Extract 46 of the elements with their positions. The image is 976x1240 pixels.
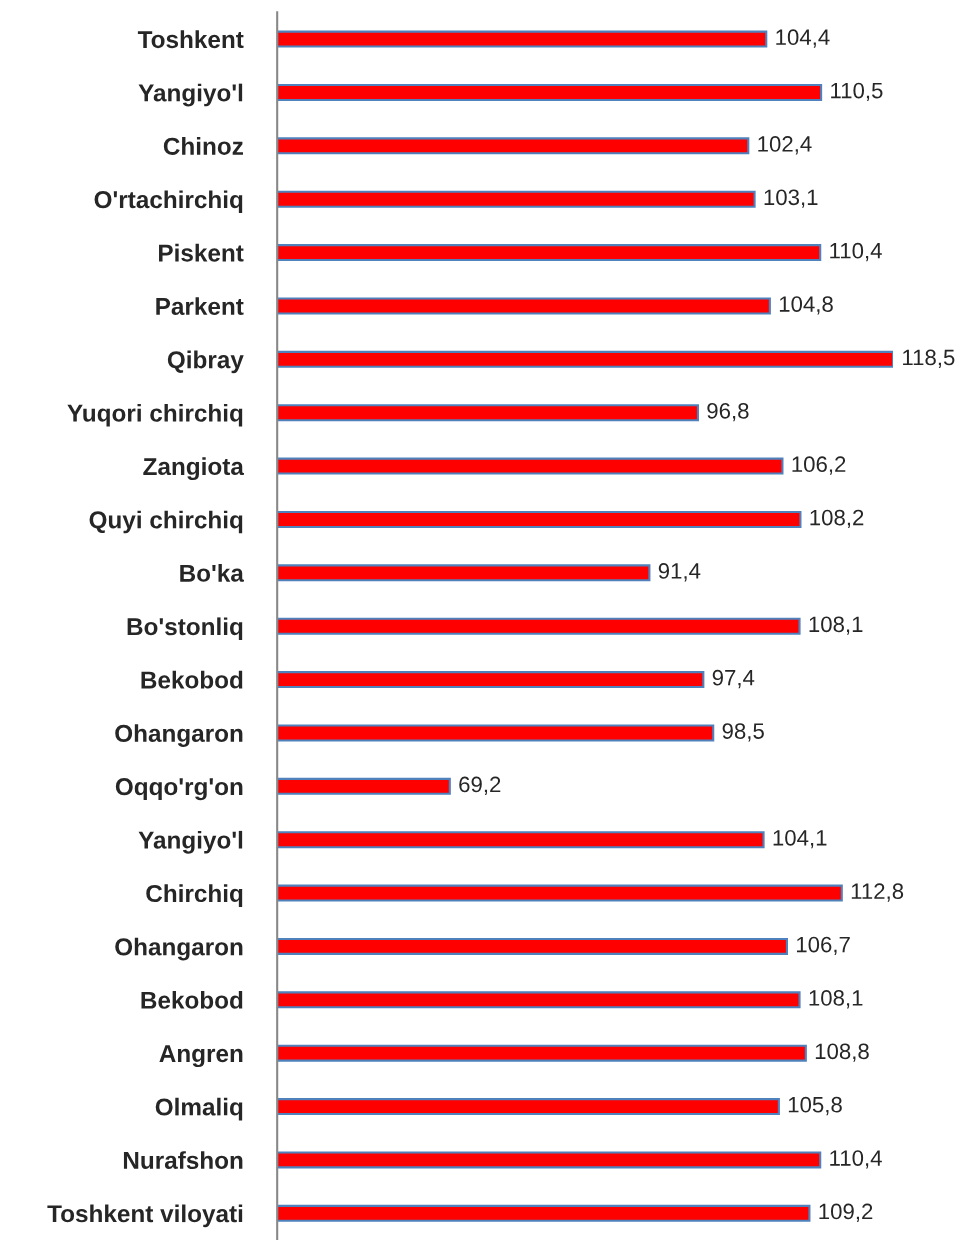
data-label: 110,4 [830, 242, 882, 262]
y-tick-label: Angren [159, 1045, 243, 1068]
data-label: 110,5 [831, 82, 883, 102]
y-tick-label: Parkent [156, 297, 244, 315]
y-tick-label: Yangiyo'l [138, 830, 243, 854]
y-tick-label: Ohangaron [115, 724, 243, 747]
data-label: 104,1 [773, 829, 827, 849]
y-tick-label: Zangiota [143, 457, 245, 481]
y-tick-label: Toshkent [137, 30, 244, 49]
y-tick-label: Toshkent viloyati [47, 1204, 243, 1228]
data-label: 104,8 [779, 296, 833, 315]
data-label: 91,4 [658, 563, 701, 582]
y-tick-label: Bo'ka [180, 564, 245, 582]
data-label: 104,4 [776, 29, 830, 48]
y-tick-label: Quyi chirchiq [89, 510, 243, 534]
data-label: 97,4 [712, 669, 755, 689]
data-label: 106,2 [792, 456, 846, 475]
y-tick-label: Bekobod [141, 670, 243, 689]
y-tick-label: Chirchiq [146, 884, 243, 907]
data-label: 109,2 [819, 1203, 873, 1222]
data-label: 108,1 [809, 616, 863, 635]
data-label: 108,1 [809, 990, 863, 1009]
y-tick-label: Bekobod [141, 991, 243, 1009]
y-tick-label: Nurafshon [123, 1151, 243, 1169]
data-label: 105,8 [788, 1096, 842, 1116]
data-label: 108,2 [810, 509, 864, 529]
data-label: 112,8 [851, 883, 904, 902]
y-tick-label: Chinoz [163, 137, 243, 155]
y-tick-label: Olmaliq [155, 1097, 243, 1121]
data-label: 103,1 [764, 189, 818, 208]
data-label: 102,4 [758, 136, 812, 155]
y-tick-label: Yuqori chirchiq [67, 403, 243, 427]
data-label: 108,8 [815, 1043, 869, 1062]
y-tick-label: Qibray [167, 350, 244, 374]
y-tick-label: O'rtachirchiq [94, 190, 243, 214]
y-tick-label: Yangiyo'l [138, 83, 243, 107]
y-tick-label: Piskent [159, 243, 244, 262]
data-label: 69,2 [459, 776, 501, 795]
data-label: 110,4 [830, 1150, 882, 1169]
data-label: 96,8 [707, 402, 749, 422]
y-tick-label: Oqqo'rg'on [115, 778, 243, 801]
data-label: 118,5 [903, 349, 955, 368]
y-tick-label: Ohangaron [115, 937, 243, 961]
y-tick-label: Bo'stonliq [127, 617, 243, 641]
data-label: 98,5 [722, 723, 764, 742]
data-label: 106,7 [796, 936, 850, 956]
